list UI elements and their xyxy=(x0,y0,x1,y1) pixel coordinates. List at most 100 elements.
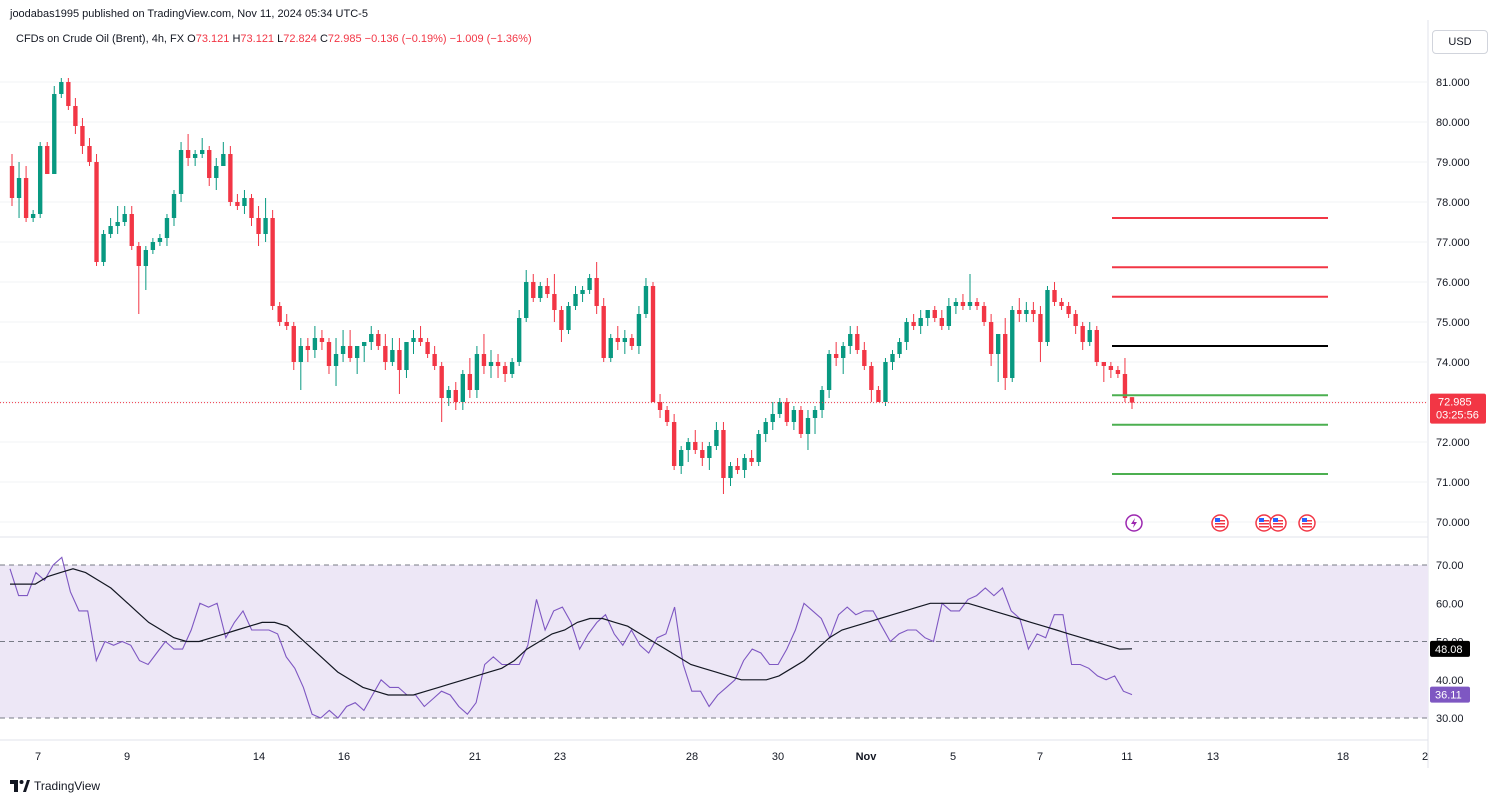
candle-body xyxy=(904,322,909,342)
candle-body xyxy=(171,194,177,218)
rsi-ma-badge-value: 48.08 xyxy=(1435,644,1463,656)
candle-body xyxy=(707,446,712,458)
candle-body xyxy=(1066,306,1071,314)
candle-body xyxy=(383,346,388,362)
candle-body xyxy=(425,342,430,354)
candle-body xyxy=(967,302,973,306)
candle-body xyxy=(1003,334,1008,378)
candle-body xyxy=(1010,310,1015,378)
candle-body xyxy=(538,286,543,298)
candle-body xyxy=(235,202,240,206)
rsi-tick-label: 30.00 xyxy=(1436,713,1464,725)
time-tick-label: 5 xyxy=(950,751,956,763)
candle-body xyxy=(101,234,106,262)
time-tick-label: 30 xyxy=(772,751,784,763)
symbol-name[interactable]: CFDs on Crude Oil (Brent), 4h, FX xyxy=(16,33,185,45)
candle-body xyxy=(855,334,860,350)
rsi-tick-label: 40.00 xyxy=(1436,675,1464,687)
tradingview-brand[interactable]: TradingView xyxy=(10,779,100,793)
candle-body xyxy=(657,402,663,410)
price-tick-label: 78.000 xyxy=(1436,197,1470,209)
flag-canton xyxy=(1215,518,1220,522)
time-tick-label: 11 xyxy=(1121,751,1132,763)
candle-body xyxy=(502,366,508,374)
high-label: H xyxy=(232,33,241,45)
price-tick-label: 71.000 xyxy=(1436,477,1470,489)
candle-body xyxy=(376,334,381,346)
candle-body xyxy=(735,466,740,470)
candle-body xyxy=(164,218,170,238)
time-tick-label: 2 xyxy=(1422,751,1428,763)
candle-body xyxy=(770,414,775,422)
candle-body xyxy=(397,350,402,370)
rsi-line xyxy=(9,556,1133,719)
candle-body xyxy=(150,242,156,250)
publisher-text: joodabas1995 published on TradingView.co… xyxy=(10,8,368,20)
candle-body xyxy=(1017,310,1022,314)
candle-body xyxy=(1038,314,1043,342)
price-tick-label: 79.000 xyxy=(1436,157,1470,169)
candle-body xyxy=(1108,366,1114,370)
candle-body xyxy=(200,150,205,154)
candle-body xyxy=(671,422,677,466)
candle-body xyxy=(939,318,944,326)
candle-body xyxy=(1115,370,1121,374)
high-value: 73.121 xyxy=(240,33,275,45)
candle-body xyxy=(256,218,261,234)
candle-body xyxy=(974,302,980,306)
candle-body xyxy=(981,306,987,322)
currency-button[interactable]: USD xyxy=(1432,30,1488,54)
candle-body xyxy=(862,350,867,366)
flag-stripe xyxy=(1273,526,1283,528)
price-tick-label: 81.000 xyxy=(1436,77,1470,89)
candle-body xyxy=(960,302,966,306)
low-value: 72.824 xyxy=(283,33,317,45)
candle-body xyxy=(432,354,437,366)
price-tick-label: 74.000 xyxy=(1436,357,1470,369)
candle-body xyxy=(52,94,57,174)
candle-body xyxy=(784,402,790,422)
candle-body xyxy=(995,334,1001,354)
candle-body xyxy=(488,362,494,366)
candle-body xyxy=(439,366,444,398)
candle-body xyxy=(94,162,99,262)
candle-body xyxy=(552,294,557,310)
candle-body xyxy=(1052,290,1057,302)
candle-body xyxy=(791,410,797,422)
price-tick-label: 77.000 xyxy=(1436,237,1470,249)
candle-body xyxy=(319,338,325,342)
candle-body xyxy=(876,390,881,402)
candle-body xyxy=(848,334,853,346)
candle-body xyxy=(460,374,466,402)
candle-body xyxy=(87,146,92,162)
candle-body xyxy=(228,154,233,202)
candle-body xyxy=(298,346,303,362)
candle-body xyxy=(45,146,50,174)
candle-body xyxy=(1045,290,1050,342)
candle-body xyxy=(467,374,473,390)
candle-body xyxy=(826,354,832,390)
candle-body xyxy=(953,302,959,306)
time-tick-label: Nov xyxy=(856,751,878,763)
candle-body xyxy=(524,282,529,318)
flag-stripe xyxy=(1302,523,1312,525)
rsi-tick-label: 70.00 xyxy=(1436,560,1464,572)
time-tick-label: 28 xyxy=(686,751,698,763)
candle-body xyxy=(347,346,353,358)
rsi-badge xyxy=(1430,686,1470,703)
candle-body xyxy=(559,310,564,330)
candle-body xyxy=(714,430,719,446)
candle-body xyxy=(594,278,599,306)
candle-body xyxy=(897,342,902,354)
candle-body xyxy=(37,146,43,214)
price-tick-label: 72.000 xyxy=(1436,437,1470,449)
lightning-bolt-shape xyxy=(1131,518,1137,528)
candle-body xyxy=(326,342,332,366)
candle-body xyxy=(693,442,698,450)
candle-body xyxy=(214,166,219,178)
candle-body xyxy=(1059,302,1064,306)
candle-body xyxy=(369,334,374,342)
candle-body xyxy=(1101,362,1107,366)
candle-body xyxy=(263,218,268,234)
